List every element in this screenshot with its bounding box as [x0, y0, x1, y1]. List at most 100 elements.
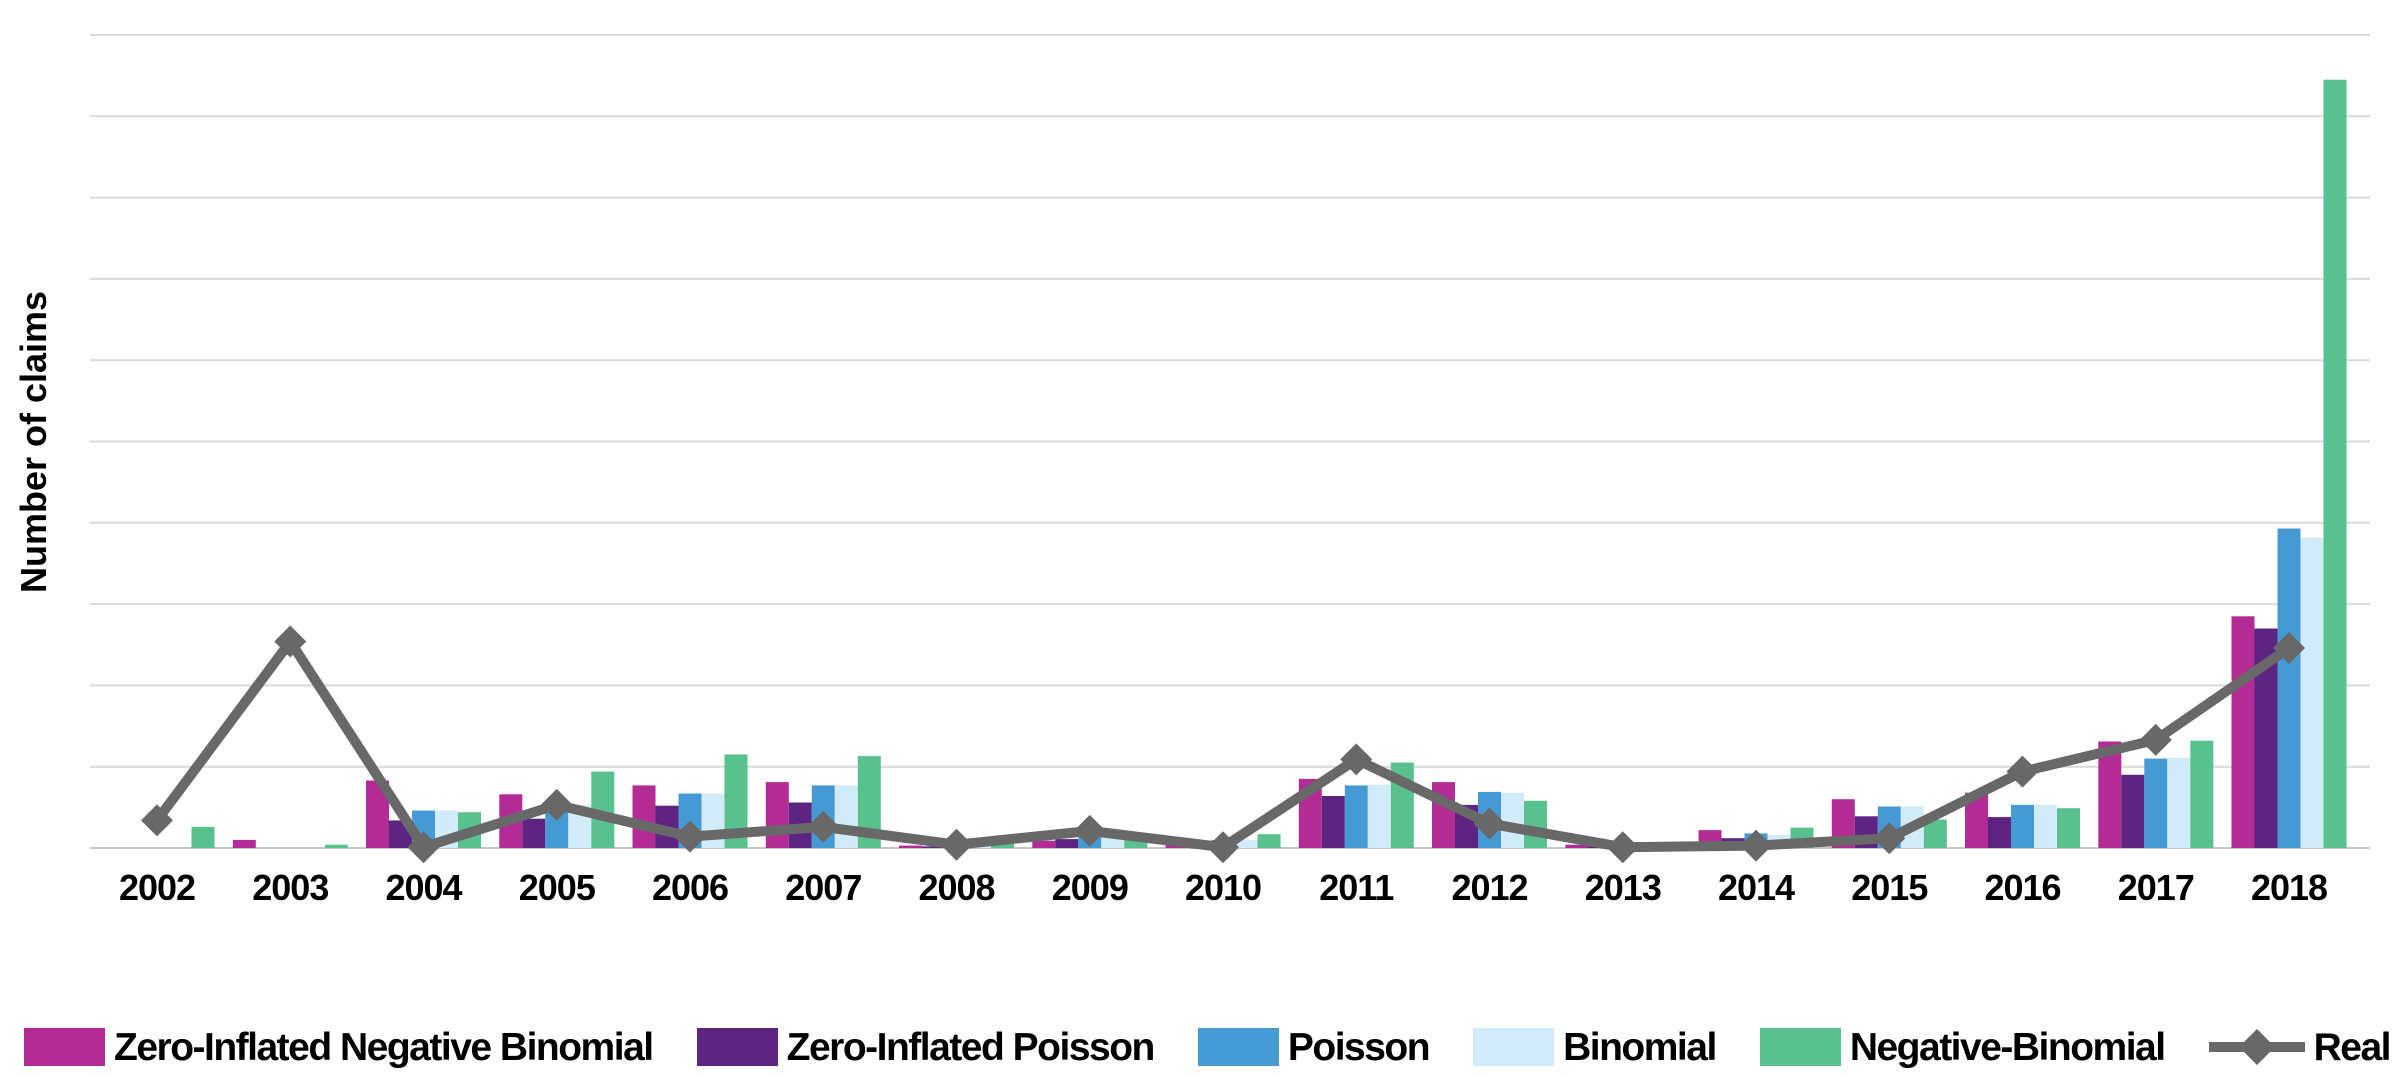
bar [1565, 844, 1589, 848]
bar [1367, 784, 1391, 848]
legend-swatch [696, 1028, 778, 1066]
bar [1988, 817, 2011, 848]
bar [1965, 792, 1988, 848]
bar [2323, 79, 2347, 848]
diamond-marker [1873, 822, 1906, 855]
x-axis-label: 2005 [519, 867, 596, 908]
legend-diamond-sample [2238, 1029, 2275, 1065]
legend-item: Real [2208, 1025, 2392, 1069]
bar-series-2 [389, 628, 2278, 848]
bar [191, 826, 215, 848]
bar [922, 846, 945, 848]
diamond-marker [1740, 829, 1772, 862]
bar [1234, 839, 1258, 848]
y-axis-label: Number of claims [13, 291, 54, 593]
x-axis-label: 2013 [1585, 867, 1661, 908]
legend-label: Poisson [1287, 1025, 1431, 1069]
legend-item: Binomial [1473, 1025, 1717, 1069]
bar [2034, 804, 2057, 848]
bar [899, 845, 922, 848]
x-axis-label: 2011 [1319, 867, 1394, 908]
x-axis-label: 2010 [1185, 867, 1261, 908]
legend-label: Negative-Binomial [1849, 1025, 2166, 1069]
bar [2121, 774, 2145, 848]
x-axis-label: 2016 [1984, 867, 2060, 908]
bar [2300, 537, 2324, 848]
bar [591, 771, 615, 848]
bar [324, 844, 348, 848]
real-line-markers [141, 625, 2305, 864]
gridlines [90, 34, 2370, 849]
x-axis-label: 2012 [1451, 867, 1527, 908]
legend-label: Zero-Inflated Poisson [786, 1025, 1156, 1069]
legend-item: Negative-Binomial [1759, 1025, 2166, 1069]
diamond-marker [1073, 814, 1106, 847]
bar [2144, 758, 2168, 848]
legend-swatch [1197, 1028, 1279, 1066]
bar [2167, 757, 2191, 848]
legend-label: Binomial [1563, 1025, 1717, 1069]
legend-label: Real [2313, 1025, 2392, 1069]
bar [366, 780, 389, 848]
bar [1032, 840, 1056, 848]
bar [2011, 804, 2034, 848]
bar [1344, 785, 1368, 848]
bar [765, 782, 789, 848]
chart-legend: Zero-Inflated Negative Binomial Zero-Infl… [0, 1014, 2398, 1077]
diamond-marker [674, 820, 706, 853]
legend-swatch [24, 1028, 105, 1066]
legend-label: Zero-Inflated Negative Binomial [114, 1025, 654, 1069]
bar [2190, 740, 2214, 848]
bar [2057, 808, 2080, 848]
bar [2254, 628, 2278, 848]
legend-swatch [1473, 1028, 1555, 1066]
legend-item: Poisson [1197, 1025, 1431, 1069]
x-axis-label: 2003 [252, 867, 328, 908]
x-axis-label: 2014 [1718, 867, 1795, 908]
bar-series-5 [191, 79, 2347, 848]
legend-swatch [1759, 1028, 1841, 1066]
x-axis-label: 2008 [918, 867, 994, 908]
bar [232, 839, 256, 848]
bar [632, 785, 656, 848]
legend-item: Zero-Inflated Negative Binomial [24, 1025, 654, 1069]
bar [1432, 782, 1455, 848]
bar-series-4 [435, 537, 2324, 848]
real-line-group [141, 625, 2305, 864]
real-line-legend-marker [2208, 1029, 2305, 1065]
x-axis-label: 2006 [652, 867, 728, 908]
bar [1501, 792, 1524, 848]
x-axis-label: 2017 [2118, 867, 2194, 908]
diamond-marker [2273, 632, 2305, 664]
x-axis-label: 2009 [1052, 867, 1128, 908]
legend-item: Zero-Inflated Poisson [696, 1025, 1156, 1069]
diamond-marker [1340, 743, 1373, 776]
diamond-marker [2139, 723, 2172, 756]
diamond-marker [807, 810, 840, 843]
bar [1055, 839, 1079, 848]
x-axis-label: 2018 [2251, 867, 2327, 908]
x-axis-label: 2004 [385, 867, 462, 908]
diamond-marker [274, 625, 307, 658]
x-axis-label: 2015 [1851, 867, 1928, 908]
diamond-marker [540, 788, 573, 821]
bar [545, 809, 569, 848]
bar [2098, 741, 2122, 848]
bar [724, 754, 748, 848]
diamond-marker [1207, 831, 1239, 864]
bar [1124, 839, 1148, 848]
bar [2231, 616, 2255, 848]
bar [1101, 837, 1125, 848]
bar [834, 785, 858, 848]
chart-svg: 2002 2003 2004 2005 2006 2007 2008 2009 2010 2011… [13, 34, 2370, 908]
diamond-marker [141, 804, 173, 837]
bar [1321, 796, 1345, 848]
bar [1257, 834, 1281, 848]
bar [522, 818, 546, 848]
x-axis-labels: 2002 2003 2004 2005 2006 2007 2008 2009 2010 2011… [119, 867, 2328, 908]
diamond-marker [1606, 831, 1639, 864]
bar [2277, 528, 2301, 848]
diamond-marker [407, 831, 440, 864]
diamond-marker [940, 828, 973, 861]
